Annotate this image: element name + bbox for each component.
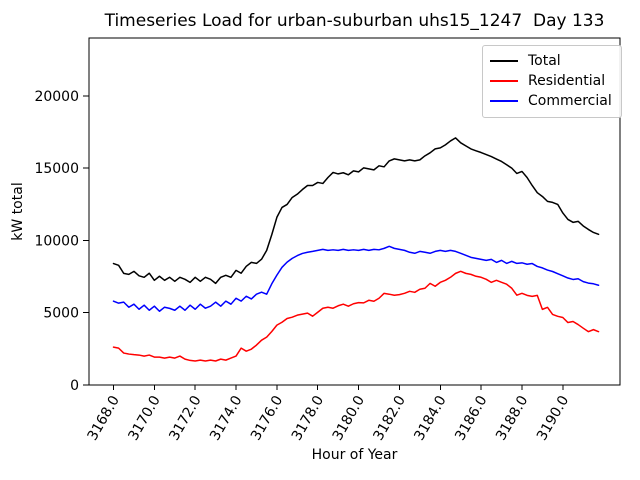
legend-line-sample-commercial [490, 100, 518, 102]
x-tick-label: 3184.0 [411, 393, 449, 443]
x-tick-label: 3190.0 [534, 393, 572, 443]
legend-entry-residential: Residential [490, 71, 612, 91]
series-line-commercial [112, 245, 600, 313]
x-tick-label: 3176.0 [248, 393, 286, 443]
chart-title: Timeseries Load for urban-suburban uhs15… [104, 11, 605, 31]
series-line-residential [112, 270, 600, 362]
legend-label-residential: Residential [528, 73, 606, 89]
y-tick-label: 15000 [34, 161, 79, 177]
legend-line-sample-residential [490, 80, 518, 82]
legend-label-total: Total [528, 53, 561, 69]
x-tick-label: 3188.0 [493, 393, 531, 443]
series-line-total [112, 137, 600, 285]
x-tick-label: 3178.0 [289, 393, 327, 443]
legend-entry-total: Total [490, 51, 612, 71]
x-axis-label: Hour of Year [312, 447, 398, 463]
y-tick-label: 10000 [34, 233, 79, 249]
x-tick-label: 3168.0 [85, 393, 123, 443]
x-tick-label: 3182.0 [371, 393, 409, 443]
x-tick-label: 3186.0 [452, 393, 490, 443]
legend-label-commercial: Commercial [528, 93, 612, 109]
legend-entry-commercial: Commercial [490, 91, 612, 111]
x-tick-label: 3180.0 [330, 393, 368, 443]
x-tick-label: 3170.0 [125, 393, 163, 443]
axes-box [88, 37, 621, 386]
y-axis-label: kW total [10, 182, 26, 240]
legend: Total Residential Commercial [482, 45, 622, 118]
y-tick-label: 5000 [43, 306, 79, 322]
x-tick-label: 3172.0 [166, 393, 204, 443]
legend-line-sample-total [490, 60, 518, 62]
x-tick-label: 3174.0 [207, 393, 245, 443]
y-tick-label: 20000 [34, 89, 79, 105]
y-tick-label: 0 [70, 378, 79, 394]
